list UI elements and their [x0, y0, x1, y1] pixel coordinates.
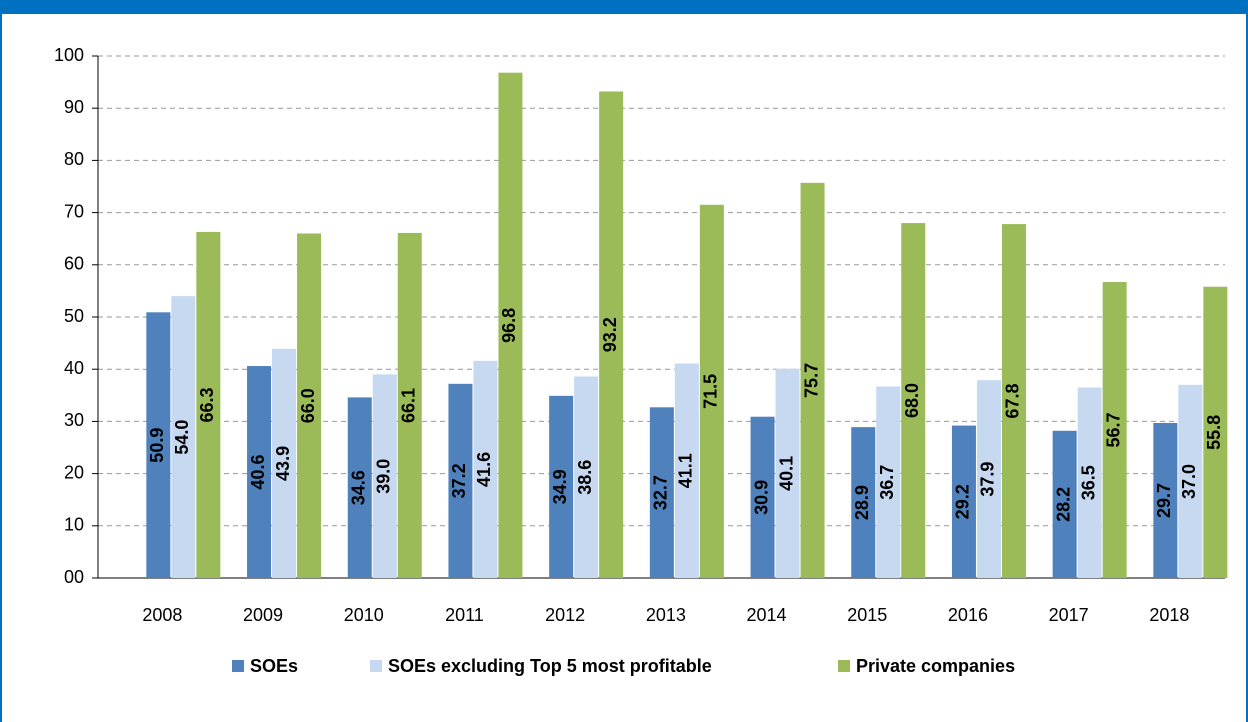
bar — [574, 376, 599, 578]
y-tick-label: 70 — [64, 201, 84, 221]
bar — [599, 91, 624, 578]
legend-swatch — [370, 660, 382, 672]
y-tick-label: 100 — [54, 45, 84, 65]
bar — [448, 383, 473, 578]
value-label: 28.9 — [852, 485, 872, 520]
legend-swatch — [232, 660, 244, 672]
value-label: 29.7 — [1154, 483, 1174, 518]
value-label: 40.6 — [248, 455, 268, 490]
bar — [272, 348, 297, 578]
x-tick-label: 2013 — [646, 605, 686, 625]
bar — [1102, 282, 1127, 578]
bar — [1203, 286, 1228, 578]
value-label: 38.6 — [575, 460, 595, 495]
header-bar — [0, 0, 1248, 14]
bar — [951, 425, 976, 578]
value-label: 93.2 — [600, 317, 620, 352]
value-label: 66.3 — [197, 387, 217, 422]
y-tick-label: 50 — [64, 306, 84, 326]
x-tick-label: 2010 — [344, 605, 384, 625]
x-tick-label: 2015 — [847, 605, 887, 625]
x-tick-label: 2012 — [545, 605, 585, 625]
bar — [498, 72, 523, 578]
bar — [699, 204, 724, 578]
bar — [876, 386, 901, 578]
bar — [1077, 387, 1102, 578]
legend-label: Private companies — [856, 656, 1015, 676]
bar — [196, 231, 221, 578]
value-label: 96.8 — [499, 308, 519, 343]
bar — [297, 233, 322, 579]
bar — [549, 395, 574, 578]
y-tick-label: 30 — [64, 410, 84, 430]
x-tick-label: 2016 — [948, 605, 988, 625]
value-label: 50.9 — [147, 428, 167, 463]
y-tick-label: 00 — [64, 567, 84, 587]
value-label: 37.2 — [449, 463, 469, 498]
bar — [1178, 384, 1203, 578]
value-label: 71.5 — [701, 374, 721, 409]
legend-swatch — [838, 660, 850, 672]
y-tick-label: 10 — [64, 515, 84, 535]
value-label: 34.6 — [349, 470, 369, 505]
value-label: 37.0 — [1179, 464, 1199, 499]
x-tick-label: 2014 — [747, 605, 787, 625]
legend-label: SOEs excluding Top 5 most profitable — [388, 656, 712, 676]
y-tick-label: 60 — [64, 254, 84, 274]
value-label: 29.2 — [953, 484, 973, 519]
bar — [171, 296, 196, 578]
value-label: 66.0 — [298, 388, 318, 423]
y-tick-label: 90 — [64, 97, 84, 117]
value-label: 68.0 — [902, 383, 922, 418]
bar — [347, 397, 372, 578]
bar — [397, 232, 422, 578]
x-tick-label: 2008 — [142, 605, 182, 625]
value-label: 34.9 — [550, 469, 570, 504]
legend-label: SOEs — [250, 656, 298, 676]
y-tick-label: 20 — [64, 462, 84, 482]
bar — [775, 368, 800, 578]
x-tick-label: 2009 — [243, 605, 283, 625]
x-tick-label: 2017 — [1049, 605, 1089, 625]
value-label: 32.7 — [651, 475, 671, 510]
bar — [649, 407, 674, 578]
bar — [976, 380, 1001, 578]
value-label: 43.9 — [273, 446, 293, 481]
value-label: 37.9 — [978, 462, 998, 497]
y-tick-label: 80 — [64, 149, 84, 169]
bar — [750, 416, 775, 578]
value-label: 36.7 — [877, 465, 897, 500]
bar — [800, 182, 825, 578]
bar — [1153, 422, 1178, 578]
x-tick-label: 2011 — [445, 605, 484, 625]
bar — [247, 366, 272, 578]
bar — [1052, 430, 1077, 578]
bar — [372, 374, 397, 578]
value-label: 39.0 — [374, 459, 394, 494]
value-label: 66.1 — [399, 388, 419, 423]
bar — [851, 427, 876, 578]
y-tick-label: 40 — [64, 358, 84, 378]
value-label: 41.1 — [676, 453, 696, 488]
value-label: 28.2 — [1053, 487, 1073, 522]
value-label: 36.5 — [1078, 465, 1098, 500]
value-label: 30.9 — [751, 480, 771, 515]
value-label: 67.8 — [1003, 384, 1023, 419]
value-label: 41.6 — [474, 452, 494, 487]
value-label: 40.1 — [776, 456, 796, 491]
bar — [473, 360, 498, 578]
bar — [146, 312, 171, 578]
value-label: 55.8 — [1204, 415, 1224, 450]
bar — [1001, 224, 1026, 579]
value-label: 75.7 — [801, 363, 821, 398]
bar — [901, 223, 926, 579]
x-tick-label: 2018 — [1149, 605, 1189, 625]
value-label: 54.0 — [172, 420, 192, 455]
value-label: 56.7 — [1103, 412, 1123, 447]
bar — [674, 363, 699, 578]
